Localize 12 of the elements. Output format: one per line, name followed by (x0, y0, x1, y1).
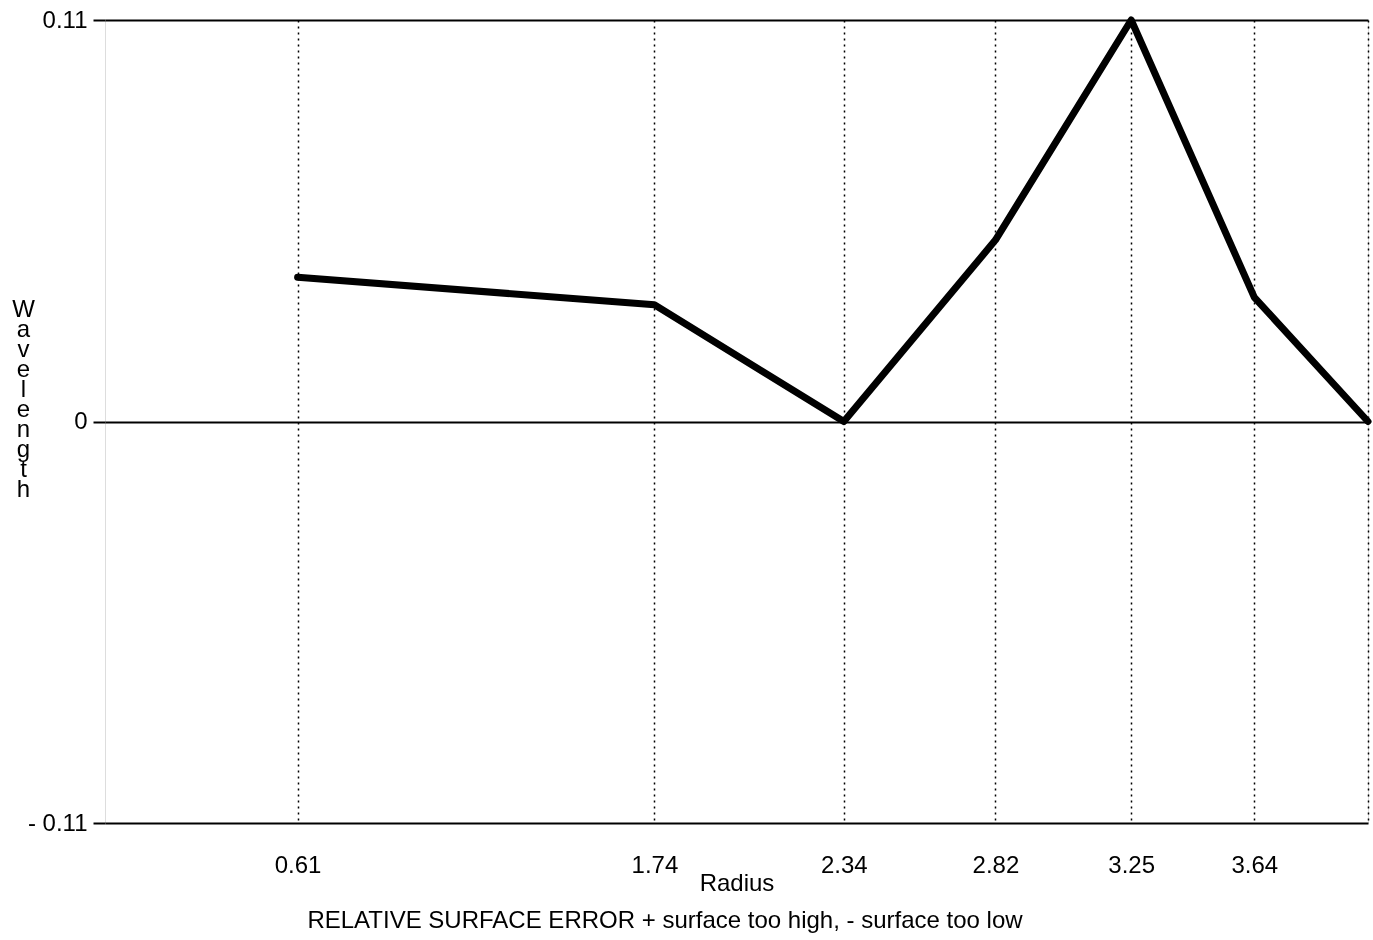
text: Wavelength (12, 294, 35, 502)
x-tick-label: 2.34 (821, 850, 868, 878)
text: RELATIVE SURFACE ERROR + surface too high, - surface too low (307, 906, 1024, 933)
x-tick-label: 3.25 (1108, 850, 1156, 878)
y-tick-label: - 0.11 (27, 808, 88, 836)
x-tick-label: 2.82 (972, 850, 1020, 878)
x-axis-title: Radius (699, 868, 775, 896)
y-tick-label: 0 (74, 407, 88, 434)
x-tick-label: 1.74 (631, 850, 679, 878)
x-tick-label: 3.64 (1231, 850, 1279, 878)
y-tick-label: 0.11 (42, 5, 88, 33)
x-tick-label: 0.61 (274, 850, 322, 878)
